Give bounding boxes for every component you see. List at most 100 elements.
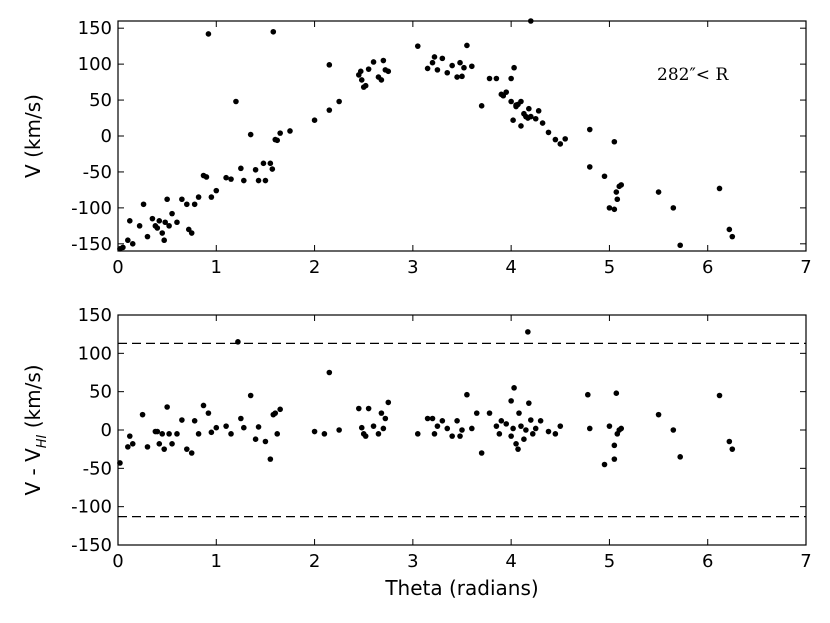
bottom-data-point xyxy=(179,417,185,423)
bottom-x-tick-label: 2 xyxy=(309,551,320,572)
bottom-data-point xyxy=(613,390,620,397)
top-data-point xyxy=(223,174,229,181)
top-data-point xyxy=(486,75,493,82)
bottom-data-point xyxy=(326,369,333,376)
top-data-point xyxy=(526,105,532,112)
bottom-y-axis-label-unit: (km/s) xyxy=(21,364,45,434)
bottom-y-tick-label: 150 xyxy=(78,305,112,326)
bottom-data-point xyxy=(655,411,662,418)
bottom-data-point xyxy=(274,431,281,437)
top-data-point xyxy=(618,182,625,188)
top-data-point xyxy=(267,160,274,167)
top-data-point xyxy=(184,201,190,208)
bottom-data-point xyxy=(601,461,608,468)
top-x-tick-label: 5 xyxy=(604,257,615,278)
top-data-point xyxy=(277,130,283,136)
bottom-data-point xyxy=(169,441,175,447)
bottom-data-point xyxy=(503,421,510,427)
bottom-data-point xyxy=(521,436,527,443)
bottom-data-point xyxy=(611,442,618,449)
top-data-point xyxy=(247,131,254,138)
top-y-tick-label: 100 xyxy=(78,54,112,75)
top-data-point xyxy=(255,177,262,184)
top-data-point xyxy=(454,74,460,80)
top-data-point xyxy=(439,55,446,62)
top-data-point xyxy=(586,126,593,133)
top-data-point xyxy=(326,62,333,68)
top-data-point xyxy=(414,43,421,49)
bottom-data-point xyxy=(464,391,470,398)
bottom-data-point xyxy=(365,405,372,412)
top-data-point xyxy=(149,215,156,222)
bottom-data-point xyxy=(444,425,451,432)
top-data-point xyxy=(611,138,618,145)
bottom-data-point xyxy=(385,399,392,406)
top-data-point xyxy=(154,225,161,231)
bottom-data-point xyxy=(139,411,146,418)
top-data-point xyxy=(159,230,166,236)
top-ticks: 0 1 2 3 4 5 6 7 -150 -100 -50 0 50 100 150 xyxy=(71,18,812,278)
top-plot-frame xyxy=(117,20,807,252)
bottom-x-tick-label: 3 xyxy=(407,551,418,572)
bottom-data-point xyxy=(358,424,365,431)
bottom-data-point xyxy=(434,423,441,429)
bottom-data-point xyxy=(606,423,613,429)
top-data-point xyxy=(518,123,524,129)
bottom-data-point xyxy=(496,431,503,437)
top-data-point xyxy=(270,28,277,35)
top-data-point xyxy=(380,57,387,64)
top-data-point xyxy=(611,206,618,213)
bottom-x-tick-label: 0 xyxy=(112,551,123,572)
bottom-data-point xyxy=(235,339,241,345)
top-data-point xyxy=(370,59,377,65)
bottom-data-point xyxy=(429,415,436,422)
bottom-panel: 0 1 2 3 4 5 6 7 -150 -100 -50 0 50 100 150 Theta (radi… xyxy=(21,305,812,600)
top-data-point xyxy=(601,173,608,180)
bottom-y-axis-label-main: V - V xyxy=(21,448,45,496)
top-data-point xyxy=(188,230,195,236)
top-data-point xyxy=(195,194,202,200)
top-data-point xyxy=(528,113,534,120)
top-y-tick-label: -150 xyxy=(71,234,112,255)
bottom-data-point xyxy=(336,427,342,433)
bottom-data-point xyxy=(378,410,385,416)
top-data-point xyxy=(606,205,613,211)
top-data-point xyxy=(378,77,385,83)
bottom-data-point xyxy=(518,423,524,429)
top-data-point xyxy=(613,189,620,195)
bottom-x-tick-label: 1 xyxy=(211,551,222,572)
top-data-point xyxy=(311,117,318,123)
bottom-y-tick-label: 50 xyxy=(89,382,112,403)
top-data-point xyxy=(362,82,369,89)
top-data-point xyxy=(169,210,175,217)
bottom-data-point xyxy=(205,410,212,416)
bottom-data-point xyxy=(382,415,389,422)
top-data-point xyxy=(469,63,475,70)
top-data-point xyxy=(449,62,455,69)
bottom-data-point xyxy=(252,436,259,443)
bottom-data-point xyxy=(223,423,229,429)
top-data-point xyxy=(161,237,167,244)
top-data-point xyxy=(464,42,470,49)
bottom-x-tick-label: 4 xyxy=(505,551,516,572)
top-data-point xyxy=(503,89,510,95)
bottom-data-point xyxy=(469,425,475,432)
bottom-data-point xyxy=(716,392,723,399)
bottom-data-point xyxy=(272,410,279,416)
bottom-data-point xyxy=(129,441,136,447)
top-data-point xyxy=(670,205,677,211)
bottom-y-tick-label: -100 xyxy=(71,497,112,518)
bottom-data-point xyxy=(611,456,618,462)
bottom-data-point xyxy=(508,433,514,439)
bottom-x-tick-label: 7 xyxy=(800,551,811,572)
bottom-data-point xyxy=(618,425,625,432)
bottom-y-tick-label: 0 xyxy=(101,420,112,441)
top-data-point xyxy=(336,98,342,105)
bottom-data-point xyxy=(454,418,460,424)
bottom-data-point xyxy=(557,423,564,429)
bottom-data-point xyxy=(125,444,131,450)
top-data-point xyxy=(716,185,723,192)
bottom-data-point xyxy=(238,415,244,422)
top-data-point xyxy=(238,165,244,172)
bottom-data-point xyxy=(375,431,382,437)
